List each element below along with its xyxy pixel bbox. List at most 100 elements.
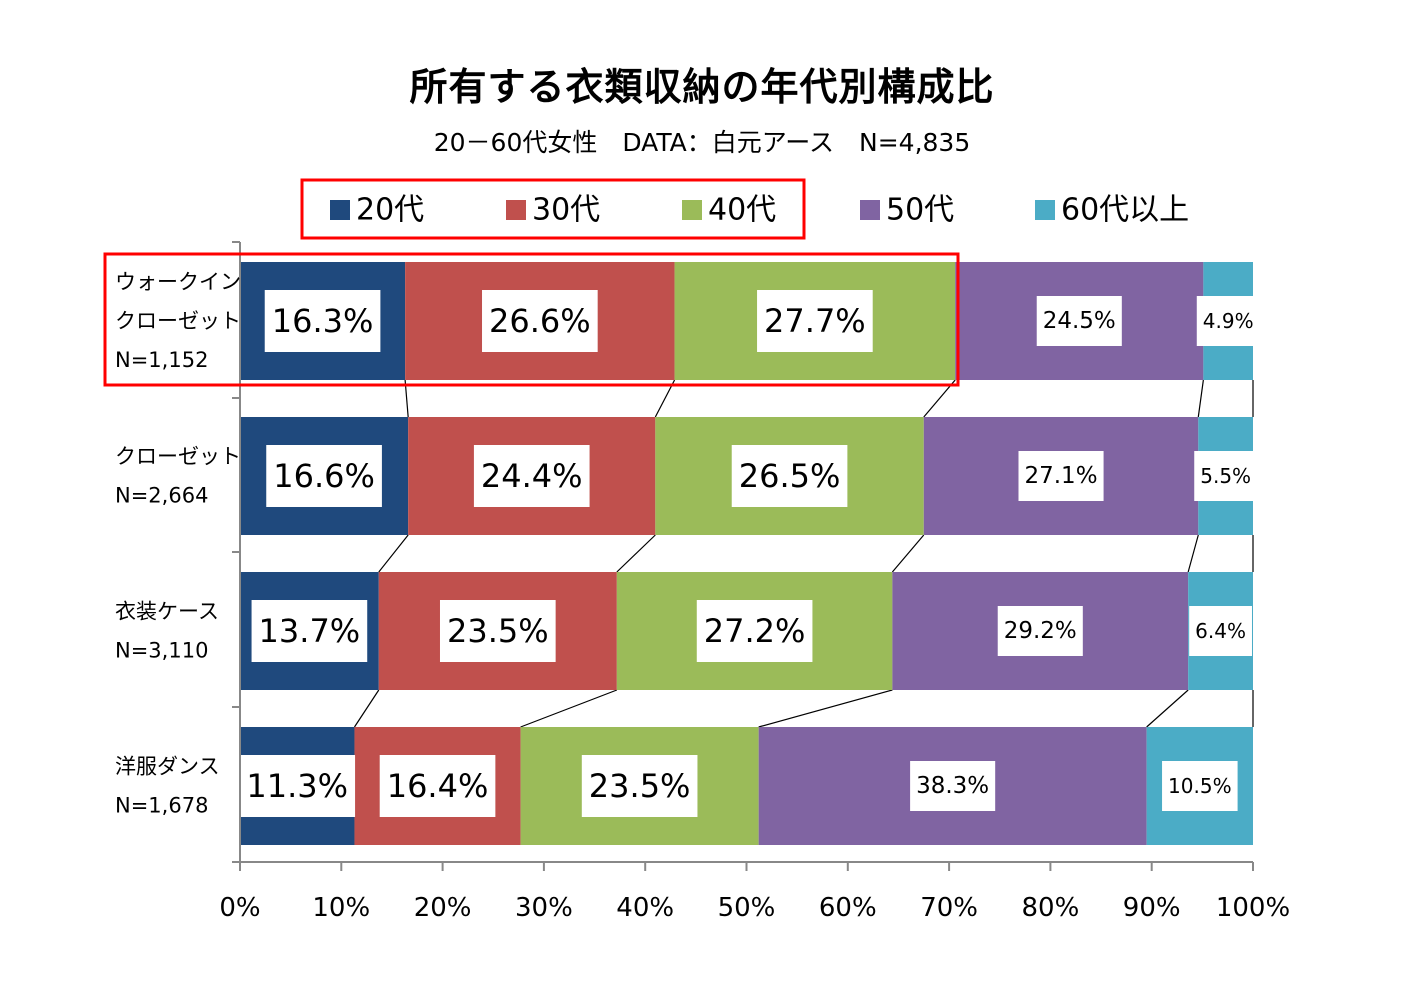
chart-subtitle: 20－60代女性 DATA：白元アース N=4,835 (433, 128, 971, 157)
x-tick-label: 70% (920, 893, 978, 923)
data-label-bg (1196, 296, 1260, 346)
data-label: 23.5% (589, 767, 691, 805)
x-tick-label: 90% (1123, 893, 1181, 923)
data-label-bg (581, 755, 698, 817)
data-label: 27.2% (704, 612, 806, 650)
category-label: 衣装ケース (115, 600, 219, 624)
data-label-box: 24.5% (1036, 296, 1122, 346)
x-tick-label: 10% (312, 893, 370, 923)
data-label: 11.3% (246, 767, 348, 805)
x-tick-label: 40% (616, 893, 674, 923)
data-label-bg (1036, 296, 1122, 346)
data-label: 6.4% (1195, 619, 1246, 643)
legend-swatch (860, 200, 880, 220)
data-label-box: 27.2% (696, 600, 813, 662)
data-label-bg (731, 445, 848, 507)
x-tick-label: 100% (1216, 893, 1290, 923)
highlight-group (103, 178, 960, 387)
data-label: 16.4% (387, 767, 489, 805)
data-label-bg (1018, 451, 1104, 501)
data-label-box: 6.4% (1189, 606, 1252, 656)
legend-label: 20代 (356, 193, 424, 228)
data-label-bg (251, 600, 368, 662)
series-line (616, 534, 656, 573)
data-label-box: 10.5% (1162, 761, 1238, 811)
category-label: 洋服ダンス (115, 755, 220, 779)
data-label: 29.2% (1004, 618, 1077, 644)
series-line (1146, 689, 1189, 728)
chart-title: 所有する衣類収納の年代別構成比 (409, 65, 995, 109)
data-label-box: 4.9% (1196, 296, 1260, 346)
data-label-box: 5.5% (1194, 451, 1258, 501)
data-label-bg (482, 290, 598, 352)
data-label: 24.4% (481, 457, 583, 495)
legend-swatch (682, 200, 702, 220)
legend-swatch (1035, 200, 1055, 220)
x-tick-label: 80% (1022, 893, 1080, 923)
data-label-box: 38.3% (910, 761, 996, 811)
data-label-box: 24.4% (473, 445, 590, 507)
data-label: 4.9% (1203, 309, 1254, 333)
legend-label: 30代 (532, 193, 600, 228)
data-label-bg (1194, 451, 1258, 501)
series-line (353, 689, 380, 728)
row-highlight-frame (103, 252, 960, 387)
data-label-bg (379, 755, 496, 817)
data-label-box: 27.1% (1018, 451, 1104, 501)
series-line (1187, 534, 1199, 573)
data-label-box: 26.6% (482, 290, 598, 352)
legend-label: 60代以上 (1061, 193, 1189, 228)
data-label-box: 23.5% (581, 755, 698, 817)
data-label: 24.5% (1043, 308, 1116, 334)
data-label-box: 27.7% (757, 290, 873, 352)
data-label: 13.7% (259, 612, 361, 650)
x-tick-label: 60% (819, 893, 877, 923)
data-label: 10.5% (1168, 774, 1232, 798)
data-label-box: 13.7% (251, 600, 368, 662)
series-line (891, 534, 925, 573)
series-line (758, 689, 893, 728)
category-n-label: N=2,664 (115, 484, 208, 508)
series-line (520, 689, 618, 728)
data-label: 26.6% (489, 302, 591, 340)
data-label: 26.5% (739, 457, 841, 495)
category-n-label: N=1,152 (115, 348, 208, 372)
category-n-label: N=1,678 (115, 794, 208, 818)
data-label-bg (473, 445, 590, 507)
data-label-box: 16.3% (264, 290, 381, 352)
data-label-bg (439, 600, 556, 662)
x-tick-label: 30% (515, 893, 573, 923)
data-label-bg (997, 606, 1083, 656)
category-label: ウォークイン (115, 270, 241, 294)
legend-label: 50代 (886, 193, 954, 228)
data-label-box: 26.5% (731, 445, 848, 507)
bars-group (240, 262, 1253, 845)
legend: 20代 30代 40代 50代 60代以上 (330, 193, 1189, 228)
data-label-box: 16.4% (379, 755, 496, 817)
category-label: クローゼット (115, 445, 241, 469)
series-lines-group (353, 379, 1254, 728)
data-labels-group: 16.3% 26.6% 27.7% 24.5% 4.9% 16.6% 24.4% 26.5% 2… (239, 290, 1260, 817)
data-label-box: 11.3% (239, 755, 356, 817)
series-line (378, 534, 409, 573)
data-label-box: 29.2% (997, 606, 1083, 656)
legend-label: 40代 (708, 193, 776, 228)
x-tick-label: 20% (414, 893, 472, 923)
legend-swatch (330, 200, 350, 220)
data-label-bg (1189, 606, 1252, 656)
x-tick-label: 0% (219, 893, 260, 923)
data-label: 16.6% (273, 457, 375, 495)
category-label: クローゼット (115, 309, 241, 333)
data-label: 38.3% (916, 773, 989, 799)
legend-highlight-frame (300, 178, 806, 240)
category-n-label: N=3,110 (115, 639, 208, 663)
data-label: 16.3% (272, 302, 374, 340)
data-label: 27.1% (1024, 463, 1097, 489)
data-label-bg (1162, 761, 1238, 811)
data-label-bg (696, 600, 813, 662)
data-label-bg (264, 290, 381, 352)
data-label-box: 16.6% (266, 445, 382, 507)
data-label-bg (910, 761, 996, 811)
